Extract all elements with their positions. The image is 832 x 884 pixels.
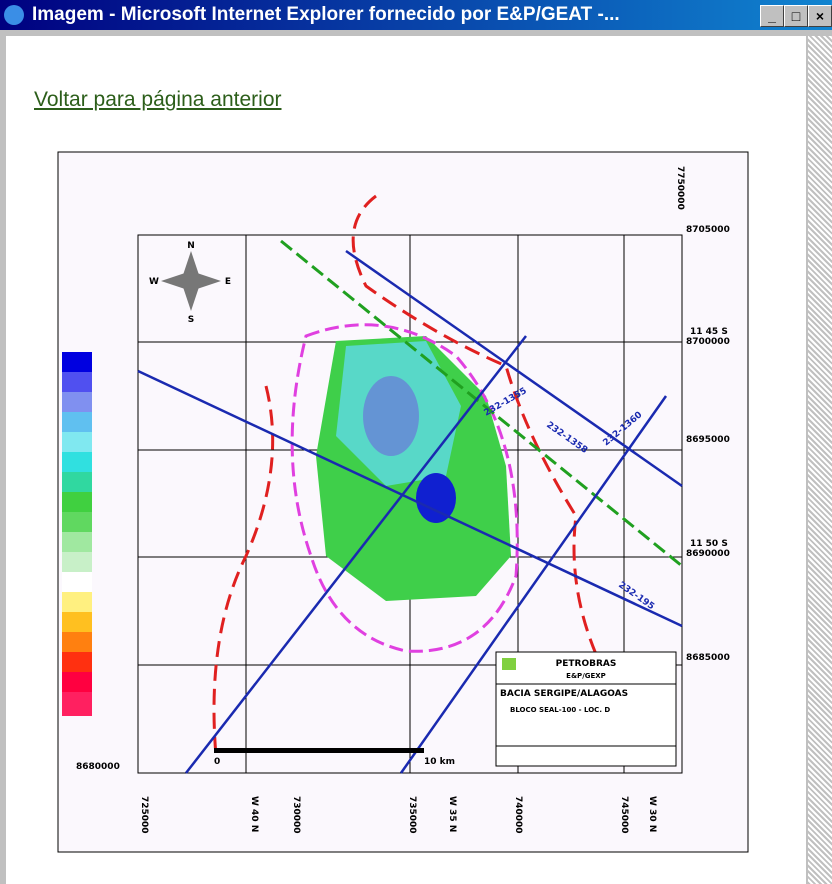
- contour-high: [363, 376, 419, 456]
- top-label: 7750000: [675, 166, 685, 210]
- logo: [502, 658, 516, 670]
- company: PETROBRAS: [556, 659, 617, 669]
- window-title: Imagem - Microsoft Internet Explorer for…: [32, 0, 620, 30]
- close-button[interactable]: ×: [808, 5, 832, 27]
- browser-window: Imagem - Microsoft Internet Explorer for…: [0, 0, 832, 884]
- ie-icon: [4, 5, 24, 25]
- latitude-label: 11 50 S: [690, 539, 728, 549]
- longitude-label: W 35 N: [447, 796, 457, 832]
- compass-label: W: [149, 277, 159, 287]
- compass-label: N: [187, 241, 195, 251]
- block: BLOCO SEAL-100 - LOC. D: [510, 706, 610, 714]
- map-image: N S W E 8705000 8700000 8695000 8690000 …: [6, 36, 806, 884]
- compass-label: S: [188, 315, 194, 325]
- northing-label: 8685000: [686, 653, 730, 663]
- northing-label: 8705000: [686, 225, 730, 235]
- maximize-button[interactable]: □: [784, 5, 808, 27]
- page-content: Voltar para página anterior: [6, 36, 806, 884]
- unit: E&P/GEXP: [566, 672, 606, 680]
- latitude-label: 11 45 S: [690, 327, 728, 337]
- northing-label: 8680000: [76, 762, 120, 772]
- northing-label: 8690000: [686, 549, 730, 559]
- scale-label: 0: [214, 757, 220, 767]
- compass-label: E: [225, 277, 231, 287]
- easting-label: 730000: [291, 796, 301, 834]
- basin: BACIA SERGIPE/ALAGOAS: [500, 689, 628, 699]
- northing-label: 8700000: [686, 337, 730, 347]
- scrollbar[interactable]: [808, 36, 832, 884]
- scale-label: 10 km: [424, 757, 455, 767]
- northing-label: 8695000: [686, 435, 730, 445]
- easting-label: 735000: [407, 796, 417, 834]
- longitude-label: W 40 N: [249, 796, 259, 832]
- color-legend: [62, 352, 92, 716]
- easting-label: 740000: [513, 796, 523, 834]
- scale-bar: [214, 748, 424, 753]
- title-bar: Imagem - Microsoft Internet Explorer for…: [0, 0, 832, 30]
- contour-high: [416, 473, 456, 523]
- minimize-button[interactable]: _: [760, 5, 784, 27]
- easting-label: 745000: [619, 796, 629, 834]
- longitude-label: W 30 N: [647, 796, 657, 832]
- easting-label: 725000: [139, 796, 149, 834]
